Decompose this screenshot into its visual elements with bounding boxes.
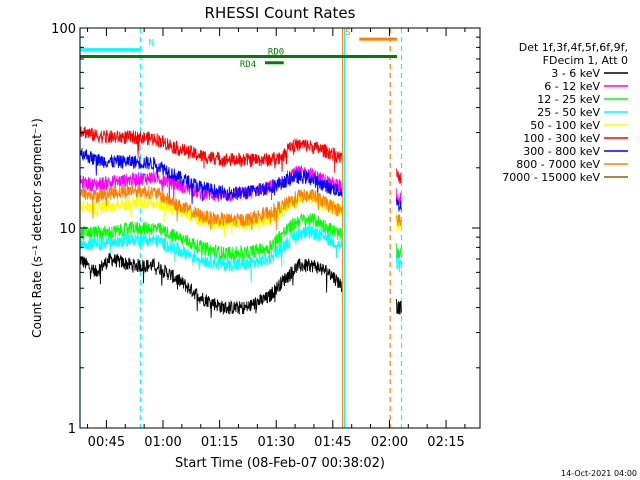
series-line-0 bbox=[79, 252, 402, 318]
x-tick-label: 02:15 bbox=[427, 435, 464, 450]
series-line-5 bbox=[79, 126, 402, 184]
x-tick-label: 01:45 bbox=[314, 435, 351, 450]
x-tick-label: 01:15 bbox=[201, 435, 238, 450]
chart-title: RHESSI Count Rates bbox=[205, 4, 356, 22]
series-line-3 bbox=[79, 224, 402, 283]
series-line-2 bbox=[79, 213, 402, 266]
annotation-label-1: S bbox=[345, 28, 350, 38]
generation-timestamp: 14-Oct-2021 04:00 bbox=[561, 469, 637, 478]
legend-header-line-2: FDecim 1, Att 0 bbox=[543, 54, 628, 67]
series-line-6 bbox=[79, 148, 402, 212]
y-tick-label: 100 bbox=[51, 22, 76, 37]
legend: Det 1f,3f,4f,5f,6f,9f,FDecim 1, Att 03 -… bbox=[502, 41, 628, 184]
legend-label-8: 7000 - 15000 keV bbox=[502, 171, 600, 184]
legend-label-7: 800 - 7000 keV bbox=[516, 158, 600, 171]
x-tick-label: 02:00 bbox=[371, 435, 408, 450]
annotation-label-0: N bbox=[148, 39, 153, 49]
annotation-label-2: RD0 bbox=[268, 48, 284, 58]
x-tick-label: 01:00 bbox=[144, 435, 181, 450]
x-tick-label: 01:30 bbox=[257, 435, 294, 450]
legend-label-4: 50 - 100 keV bbox=[530, 119, 600, 132]
legend-label-5: 100 - 300 keV bbox=[523, 132, 600, 145]
legend-label-3: 25 - 50 keV bbox=[537, 106, 600, 119]
legend-label-1: 6 - 12 keV bbox=[544, 80, 600, 93]
series-line-7 bbox=[79, 183, 402, 231]
annotation-label-3: RD4 bbox=[240, 60, 256, 70]
legend-header-line-1: Det 1f,3f,4f,5f,6f,9f, bbox=[519, 41, 628, 54]
y-tick-label: 1 bbox=[68, 422, 76, 437]
x-tick-label: 00:45 bbox=[88, 435, 125, 450]
legend-label-0: 3 - 6 keV bbox=[551, 67, 600, 80]
y-tick-label: 10 bbox=[59, 222, 76, 237]
legend-label-2: 12 - 25 keV bbox=[537, 93, 600, 106]
x-axis-label: Start Time (08-Feb-07 00:38:02) bbox=[175, 456, 385, 471]
legend-label-6: 300 - 800 keV bbox=[523, 145, 600, 158]
plot-area: N S RD0 RD4 1 10 100 00:45 01:00 01:15 01:30 01:45 0… bbox=[51, 22, 481, 450]
y-axis-label: Count Rate (s⁻¹ detector segment⁻¹) bbox=[30, 118, 44, 338]
